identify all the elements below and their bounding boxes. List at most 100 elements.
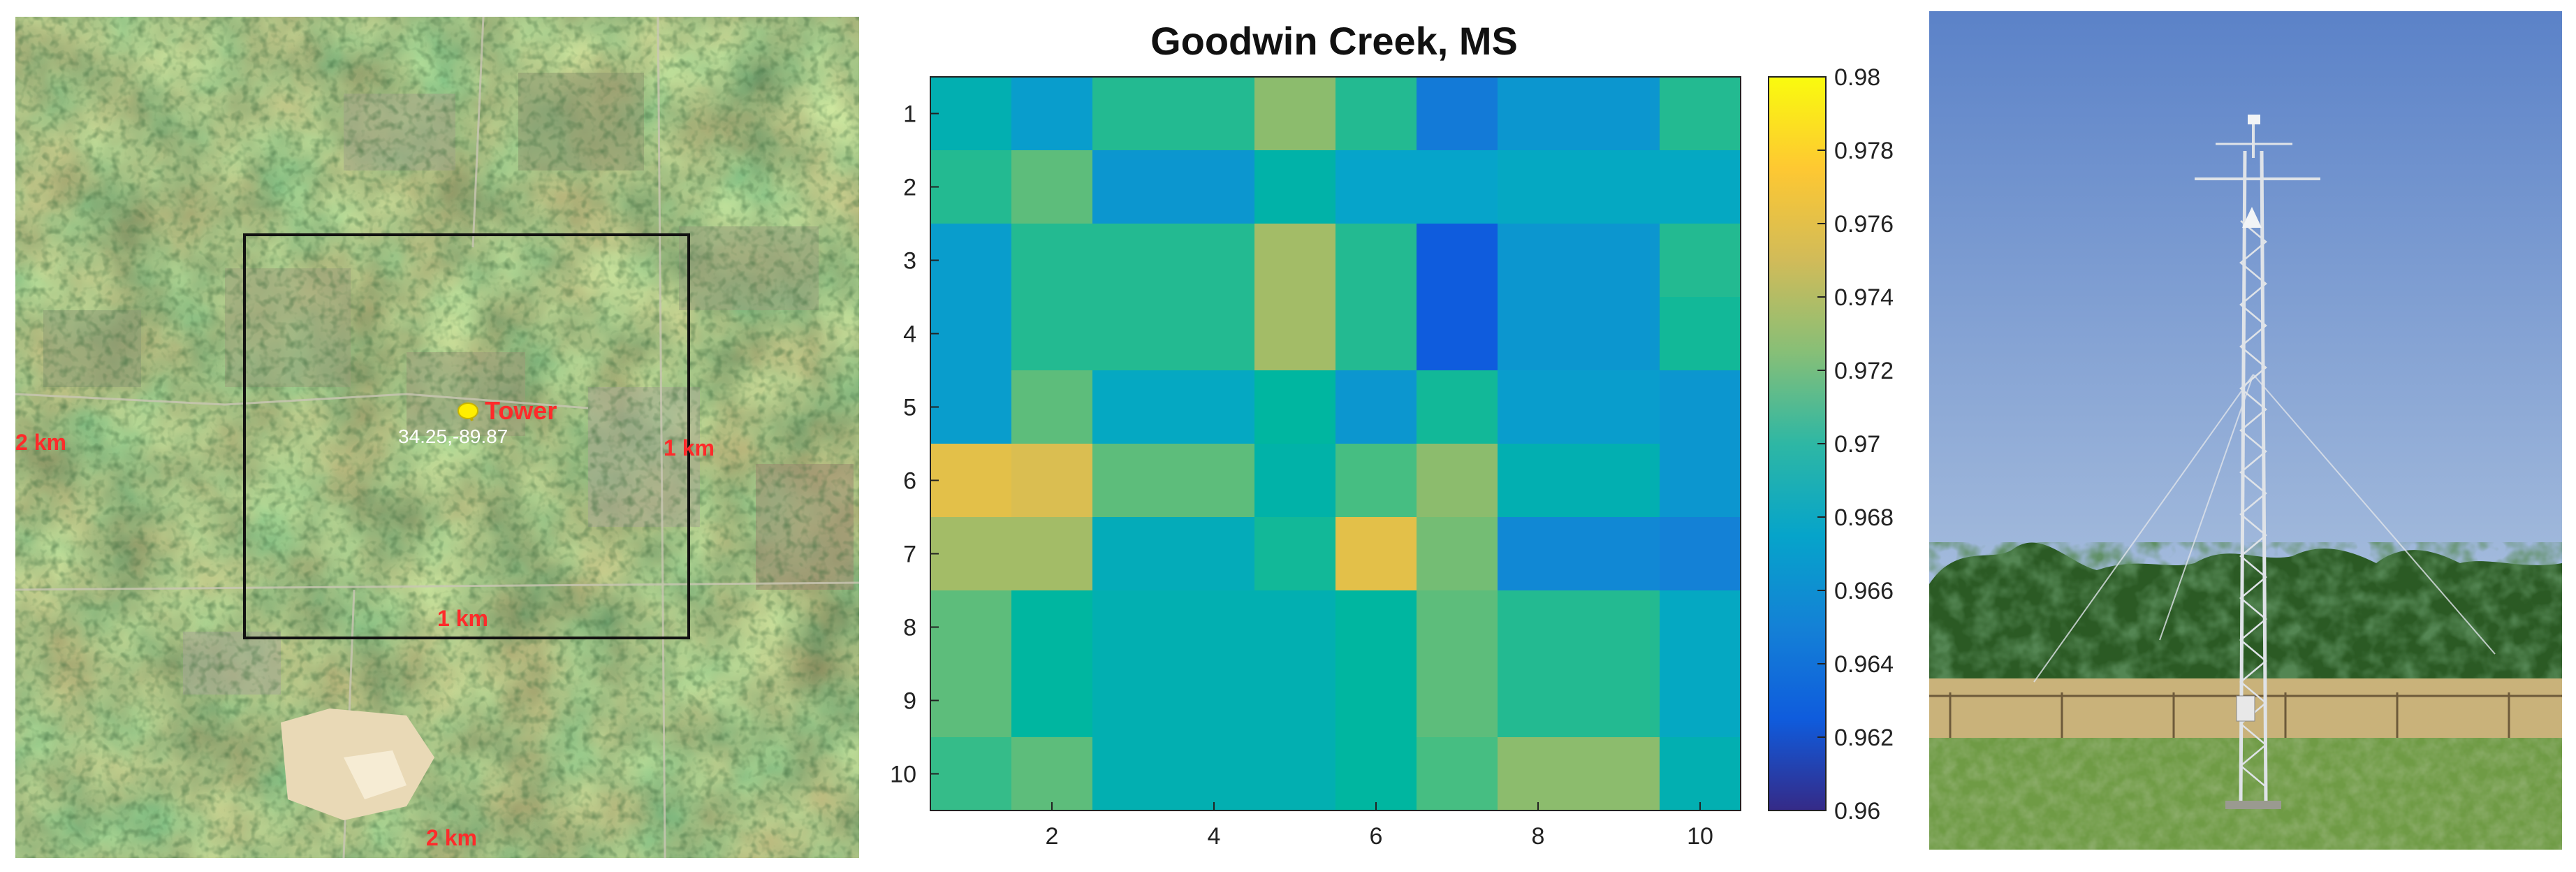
y-tick-label: 8 xyxy=(903,615,916,641)
heatmap-cell-r2-c1 xyxy=(930,150,1012,224)
heatmap-cell-r10-c3 xyxy=(1092,737,1174,811)
heatmap-cell-r3-c6 xyxy=(1335,224,1417,298)
heatmap-cell-r1-c9 xyxy=(1579,77,1660,151)
chart-title: Goodwin Creek, MS xyxy=(1150,19,1518,63)
heatmap-cell-r5-c3 xyxy=(1092,370,1174,444)
heatmap-cell-r6-c2 xyxy=(1011,444,1093,518)
heatmap-cell-r2-c5 xyxy=(1254,150,1336,224)
heatmap-cell-r8-c7 xyxy=(1417,590,1498,664)
heatmap-cell-r1-c4 xyxy=(1173,77,1255,151)
tower-photo xyxy=(1929,11,2562,850)
heatmap-cell-r6-c1 xyxy=(930,444,1012,518)
y-tick-label: 4 xyxy=(903,321,916,348)
heatmap-cell-r5-c7 xyxy=(1417,370,1498,444)
heatmap-cell-r5-c8 xyxy=(1498,370,1579,444)
heatmap-cell-r5-c9 xyxy=(1579,370,1660,444)
heatmap-cell-r7-c2 xyxy=(1011,517,1093,591)
heatmap-cell-r5-c1 xyxy=(930,370,1012,444)
heatmap-cell-r3-c10 xyxy=(1660,224,1741,298)
heatmap-cell-r5-c2 xyxy=(1011,370,1093,444)
heatmap-cell-r3-c7 xyxy=(1417,224,1498,298)
heatmap-cell-r1-c1 xyxy=(930,77,1012,151)
y-tick-label: 7 xyxy=(903,542,916,568)
heatmap-cell-r2-c3 xyxy=(1092,150,1174,224)
y-tick-label: 10 xyxy=(890,762,916,788)
heatmap-cell-r4-c10 xyxy=(1660,297,1741,371)
tower-marker xyxy=(458,402,478,421)
heatmap-cell-r5-c10 xyxy=(1660,370,1741,444)
y-tick-label: 2 xyxy=(903,175,916,201)
quarry-area xyxy=(281,708,434,820)
heatmap-cell-r9-c3 xyxy=(1092,664,1174,738)
heatmap-cell-r7-c7 xyxy=(1417,517,1498,591)
heatmap-cell-r1-c5 xyxy=(1254,77,1336,151)
heatmap-cell-r10-c6 xyxy=(1335,737,1417,811)
heatmap-cell-r5-c5 xyxy=(1254,370,1336,444)
heatmap-cell-r2-c7 xyxy=(1417,150,1498,224)
heatmap-cell-r3-c1 xyxy=(930,224,1012,298)
heatmap-cell-r8-c5 xyxy=(1254,590,1336,664)
y-tick-label: 9 xyxy=(903,688,916,715)
heatmap-cell-r1-c10 xyxy=(1660,77,1741,151)
heatmap-cell-r4-c7 xyxy=(1417,297,1498,371)
heatmap-cell-r10-c8 xyxy=(1498,737,1579,811)
heatmap-cell-r10-c9 xyxy=(1579,737,1660,811)
colorbar-tick-label: 0.968 xyxy=(1834,504,1894,531)
tower-label: Tower xyxy=(485,396,557,425)
heatmap-cell-r8-c8 xyxy=(1498,590,1579,664)
heatmap-cell-r7-c4 xyxy=(1173,517,1255,591)
heatmap-cell-r3-c2 xyxy=(1011,224,1093,298)
one-km-box xyxy=(243,233,690,639)
heatmap-cell-r4-c4 xyxy=(1173,297,1255,371)
heatmap-cell-r2-c10 xyxy=(1660,150,1741,224)
y-tick-label: 3 xyxy=(903,248,916,275)
tree-line xyxy=(1929,542,2562,703)
heatmap-cell-r1-c7 xyxy=(1417,77,1498,151)
heatmap-cell-r8-c6 xyxy=(1335,590,1417,664)
heatmap-cell-r1-c2 xyxy=(1011,77,1093,151)
heatmap-cell-r7-c5 xyxy=(1254,517,1336,591)
heatmap-cell-r6-c5 xyxy=(1254,444,1336,518)
guy-wires xyxy=(2033,374,2496,683)
heatmap-cell-r6-c3 xyxy=(1092,444,1174,518)
heatmap-cell-r8-c1 xyxy=(930,590,1012,664)
colorbar: 0.96 0.962 0.964 0.966 0.968 0.97 0.972 0.974 0.… xyxy=(1767,0,1921,872)
tree-canopy xyxy=(15,17,859,858)
colorbar-tick-label: 0.972 xyxy=(1834,358,1894,384)
heatmap-cell-r4-c6 xyxy=(1335,297,1417,371)
heatmap-cell-r2-c6 xyxy=(1335,150,1417,224)
heatmap-cell-r6-c7 xyxy=(1417,444,1498,518)
colorbar-tick-label: 0.974 xyxy=(1834,284,1894,311)
inner-bottom-distance-label: 1 km xyxy=(437,606,488,631)
heatmap-cell-r9-c5 xyxy=(1254,664,1336,738)
colorbar-tick-label: 0.98 xyxy=(1834,64,1880,91)
x-tick-label: 2 xyxy=(1046,823,1059,850)
weather-tower xyxy=(2195,123,2320,801)
lawn-texture xyxy=(1929,738,2562,850)
heatmap-cell-r8-c3 xyxy=(1092,590,1174,664)
heatmap-cell-r6-c10 xyxy=(1660,444,1741,518)
colorbar-ticks: 0.96 0.962 0.964 0.966 0.968 0.97 0.972 0.974 0.… xyxy=(1817,64,1894,824)
y-axis: 1 2 3 4 5 6 7 8 9 10 xyxy=(890,101,939,788)
y-tick-label: 1 xyxy=(903,101,916,128)
heatmap-cell-r1-c6 xyxy=(1335,77,1417,151)
heatmap-cell-r3-c4 xyxy=(1173,224,1255,298)
heatmap-cell-r10-c2 xyxy=(1011,737,1093,811)
heatmap-cell-r3-c5 xyxy=(1254,224,1336,298)
heatmap-cell-r7-c8 xyxy=(1498,517,1579,591)
heatmap-cell-r6-c8 xyxy=(1498,444,1579,518)
colorbar-tick-label: 0.962 xyxy=(1834,725,1894,751)
colorbar-tick-label: 0.96 xyxy=(1834,798,1880,824)
heatmap-cell-r9-c4 xyxy=(1173,664,1255,738)
x-tick-label: 6 xyxy=(1370,823,1383,850)
tower-coordinates: 34.25,-89.87 xyxy=(398,426,508,447)
heatmap-cell-r2-c4 xyxy=(1173,150,1255,224)
heatmap-cell-r3-c9 xyxy=(1579,224,1660,298)
heatmap-cell-r7-c6 xyxy=(1335,517,1417,591)
colorbar-gradient xyxy=(1768,76,1827,811)
heatmap-cell-r2-c8 xyxy=(1498,150,1579,224)
tower-instruments xyxy=(2225,115,2281,809)
colorbar-tick-label: 0.966 xyxy=(1834,578,1894,604)
heatmap-cell-r4-c8 xyxy=(1498,297,1579,371)
heatmap-cell-r4-c3 xyxy=(1092,297,1174,371)
